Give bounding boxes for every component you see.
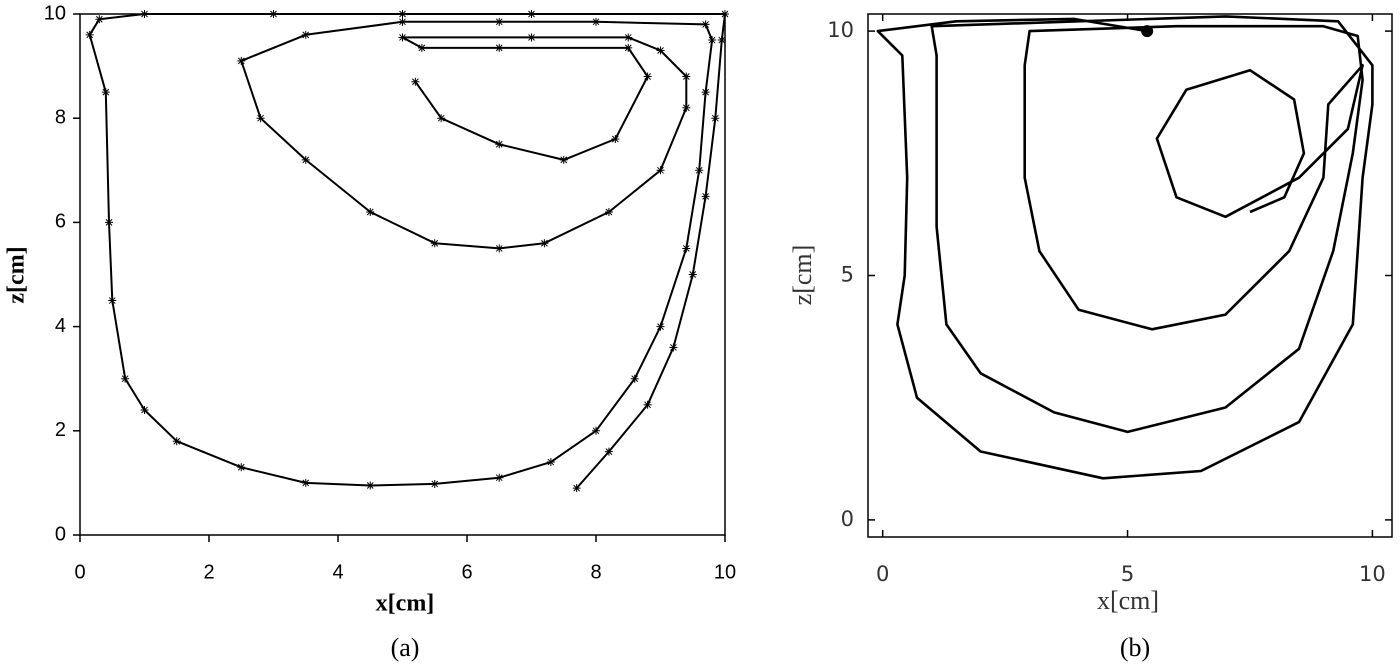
- y-tick-label: 2: [55, 419, 66, 441]
- star-marker: [572, 484, 581, 493]
- star-marker: [643, 72, 652, 81]
- star-marker: [495, 140, 504, 149]
- star-marker: [656, 322, 665, 331]
- x-tick-label: 5: [1121, 562, 1134, 586]
- star-marker: [688, 270, 697, 279]
- trajectory: [88, 13, 726, 489]
- star-marker: [721, 10, 729, 18]
- star-marker: [108, 296, 117, 305]
- y-tick-label: 10: [44, 2, 66, 24]
- plot-frame: [867, 13, 1393, 538]
- trajectory: [876, 15, 1374, 480]
- star-marker: [656, 46, 665, 55]
- star-marker: [559, 155, 568, 164]
- star-marker: [495, 17, 504, 26]
- star-marker: [708, 36, 717, 45]
- caption: (b): [1120, 633, 1150, 662]
- star-marker: [301, 478, 310, 487]
- caption: (a): [391, 633, 420, 662]
- star-marker: [366, 207, 375, 216]
- star-marker: [669, 343, 678, 352]
- y-axis-label: z[cm]: [788, 245, 817, 306]
- y-tick-label: 8: [55, 106, 66, 128]
- star-marker: [630, 374, 639, 383]
- star-marker: [398, 17, 407, 26]
- star-marker: [140, 405, 149, 414]
- x-tick-label: 6: [461, 561, 472, 583]
- y-tick-label: 4: [55, 315, 66, 337]
- x-tick-label: 10: [714, 561, 736, 583]
- star-marker: [495, 244, 504, 253]
- star-marker: [682, 244, 691, 253]
- star-marker: [417, 43, 426, 52]
- star-marker: [140, 10, 149, 18]
- star-marker: [611, 135, 620, 144]
- y-axis-label: z[cm]: [4, 246, 30, 303]
- star-marker: [604, 207, 613, 216]
- star-marker: [95, 15, 104, 24]
- star-marker: [701, 20, 710, 29]
- star-marker: [682, 103, 691, 112]
- star-marker: [237, 463, 246, 472]
- star-marker: [527, 10, 536, 18]
- y-tick-label: 10: [827, 18, 854, 42]
- star-marker: [592, 17, 600, 26]
- star-marker: [105, 218, 114, 227]
- star-marker: [592, 426, 600, 435]
- star-marker: [495, 473, 504, 482]
- star-marker: [172, 437, 181, 446]
- y-tick-label: 5: [841, 263, 854, 287]
- x-tick-label: 4: [332, 561, 343, 583]
- star-marker: [430, 239, 439, 248]
- star-marker: [237, 56, 246, 65]
- star-marker: [540, 239, 549, 248]
- y-tick-label: 0: [841, 507, 854, 531]
- star-marker: [604, 447, 613, 456]
- plot-frame: [79, 13, 726, 536]
- x-tick-label: 0: [876, 562, 889, 586]
- x-axis-label: x[cm]: [1097, 586, 1159, 615]
- star-marker: [682, 72, 691, 81]
- y-tick-label: 0: [55, 523, 66, 545]
- star-marker: [269, 10, 278, 18]
- star-marker: [121, 374, 130, 383]
- star-marker: [366, 481, 375, 490]
- star-marker: [430, 479, 439, 488]
- star-marker: [85, 30, 94, 39]
- x-tick-label: 8: [590, 561, 601, 583]
- star-marker: [624, 33, 633, 42]
- star-marker: [527, 33, 536, 42]
- star-marker: [301, 30, 310, 39]
- star-marker: [546, 458, 555, 467]
- star-marker: [701, 192, 710, 201]
- star-marker: [437, 114, 446, 123]
- star-marker: [624, 43, 633, 52]
- x-tick-label: 2: [203, 561, 214, 583]
- y-tick-label: 6: [55, 211, 66, 233]
- star-marker: [398, 33, 407, 42]
- star-marker: [398, 10, 407, 18]
- star-marker: [101, 88, 110, 97]
- star-marker: [656, 166, 665, 175]
- start-point: [1141, 25, 1154, 38]
- star-marker: [701, 88, 710, 97]
- x-tick-label: 10: [1359, 562, 1386, 586]
- star-marker: [256, 114, 265, 123]
- star-marker: [495, 43, 504, 52]
- x-tick-label: 0: [74, 561, 85, 583]
- star-marker: [411, 77, 420, 86]
- star-marker: [711, 114, 720, 123]
- star-marker: [301, 155, 310, 164]
- star-marker: [717, 36, 726, 45]
- star-marker: [643, 400, 652, 409]
- star-marker: [695, 166, 704, 175]
- x-axis-label: x[cm]: [376, 591, 435, 617]
